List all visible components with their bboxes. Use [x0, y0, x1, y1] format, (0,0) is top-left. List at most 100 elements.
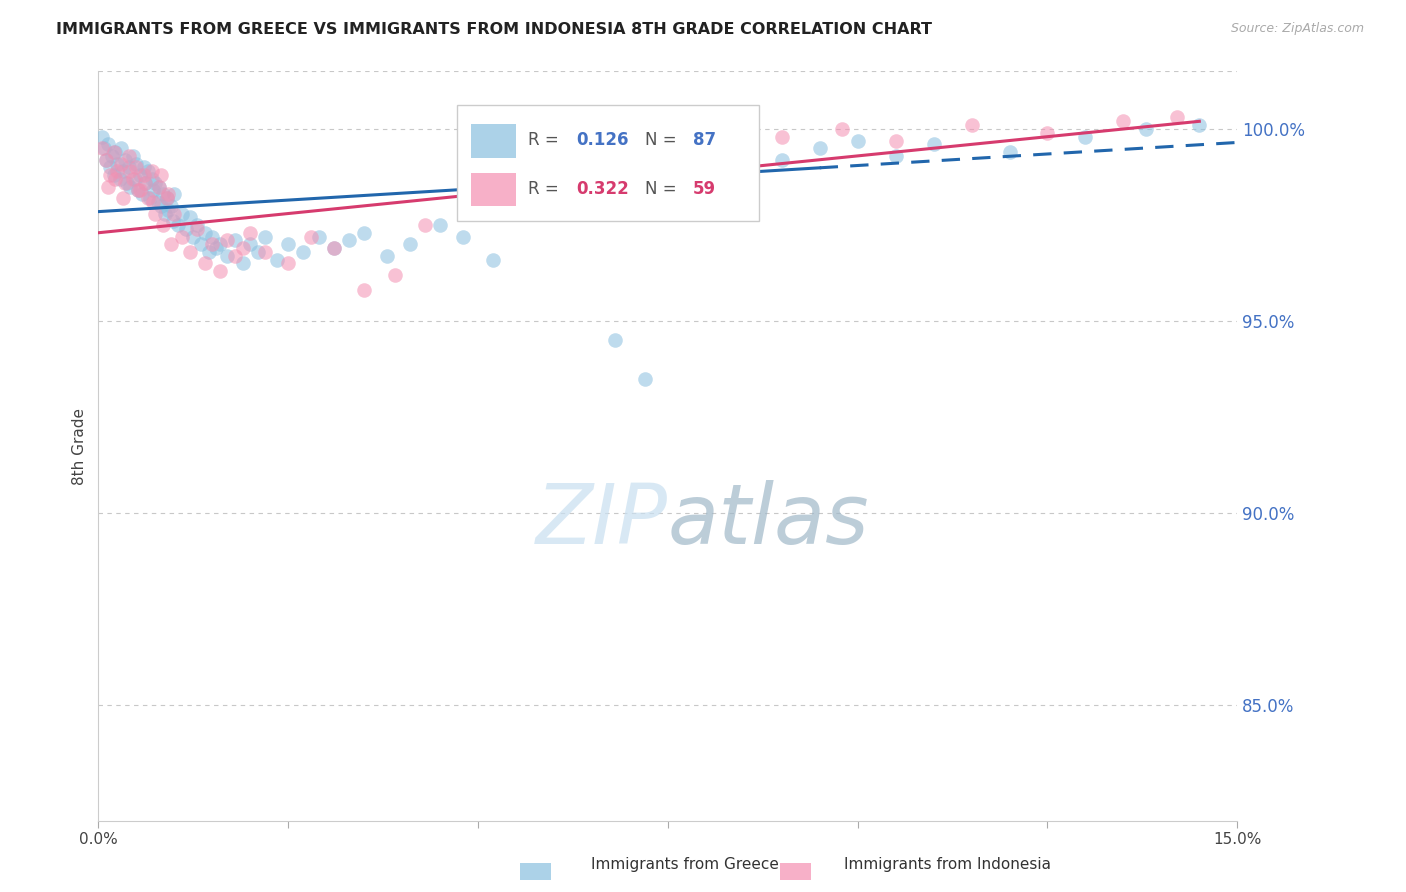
Text: 0.322: 0.322	[576, 180, 630, 198]
FancyBboxPatch shape	[471, 124, 516, 158]
Point	[91, 129, 114, 144]
Point	[232, 241, 254, 255]
Point	[156, 191, 179, 205]
Y-axis label: 8th Grade: 8th Grade	[72, 408, 87, 484]
Point	[125, 161, 148, 175]
Point	[170, 229, 193, 244]
Point	[108, 172, 131, 186]
Point	[299, 229, 322, 244]
Point	[107, 164, 129, 178]
Point	[129, 168, 152, 182]
Point	[179, 244, 201, 259]
Point	[246, 244, 269, 259]
Point	[139, 191, 162, 205]
Point	[770, 153, 793, 167]
Point	[149, 199, 172, 213]
Point	[93, 141, 115, 155]
Point	[194, 226, 217, 240]
Point	[121, 149, 143, 163]
Point	[110, 156, 132, 170]
Text: ZIP: ZIP	[536, 481, 668, 561]
Point	[657, 172, 679, 186]
Point	[141, 172, 163, 186]
Point	[127, 184, 149, 198]
Point	[960, 118, 983, 132]
Point	[94, 153, 117, 167]
Point	[1074, 129, 1097, 144]
Point	[208, 237, 231, 252]
Point	[217, 234, 239, 248]
Point	[413, 218, 436, 232]
Point	[239, 226, 262, 240]
Point	[846, 134, 869, 148]
Point	[98, 161, 121, 175]
Point	[322, 241, 344, 255]
Point	[145, 206, 167, 220]
Point	[131, 187, 153, 202]
Point	[603, 334, 626, 348]
Text: 87: 87	[693, 131, 716, 149]
Point	[148, 179, 170, 194]
Point	[155, 206, 177, 220]
Point	[103, 145, 125, 159]
Point	[186, 222, 208, 236]
Point	[831, 122, 853, 136]
Point	[232, 256, 254, 270]
Point	[174, 222, 197, 236]
Point	[120, 179, 142, 194]
Point	[254, 229, 277, 244]
Point	[104, 145, 127, 159]
Point	[1112, 114, 1135, 128]
Point	[98, 168, 121, 182]
Point	[1135, 122, 1157, 136]
Text: Source: ZipAtlas.com: Source: ZipAtlas.com	[1230, 22, 1364, 36]
Point	[208, 264, 231, 278]
Point	[132, 161, 155, 175]
Point	[581, 179, 603, 194]
Point	[101, 149, 124, 163]
Point	[277, 237, 299, 252]
Point	[146, 194, 169, 209]
Point	[159, 237, 181, 252]
Point	[152, 218, 174, 232]
Point	[136, 164, 159, 178]
Point	[152, 187, 174, 202]
Point	[157, 202, 180, 217]
Text: IMMIGRANTS FROM GREECE VS IMMIGRANTS FROM INDONESIA 8TH GRADE CORRELATION CHART: IMMIGRANTS FROM GREECE VS IMMIGRANTS FRO…	[56, 22, 932, 37]
Point	[127, 184, 149, 198]
Point	[581, 172, 603, 186]
Text: R =: R =	[527, 131, 564, 149]
Point	[429, 218, 451, 232]
Point	[134, 176, 156, 190]
Point	[194, 256, 217, 270]
Point	[91, 141, 114, 155]
Point	[292, 244, 315, 259]
Point	[634, 372, 657, 386]
Point	[197, 244, 219, 259]
FancyBboxPatch shape	[471, 172, 516, 206]
Point	[111, 191, 134, 205]
Point	[266, 252, 288, 267]
Point	[145, 176, 167, 190]
Text: atlas: atlas	[668, 481, 869, 561]
Point	[224, 234, 246, 248]
Point	[96, 179, 118, 194]
Point	[118, 149, 141, 163]
Point	[467, 202, 489, 217]
Point	[998, 145, 1021, 159]
Point	[110, 141, 132, 155]
Point	[107, 156, 129, 170]
Point	[111, 164, 134, 178]
Point	[1188, 118, 1211, 132]
Point	[117, 176, 139, 190]
Point	[1166, 111, 1188, 125]
Point	[322, 241, 344, 255]
Point	[141, 164, 163, 178]
Point	[482, 252, 505, 267]
Point	[120, 164, 142, 178]
Point	[156, 191, 179, 205]
Point	[337, 234, 360, 248]
FancyBboxPatch shape	[457, 105, 759, 221]
Text: N =: N =	[645, 131, 682, 149]
Point	[384, 268, 406, 282]
